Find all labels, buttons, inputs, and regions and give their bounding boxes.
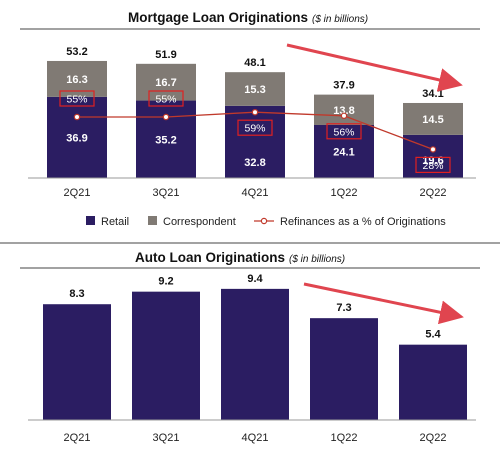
total-label: 34.1 <box>422 88 443 100</box>
refinance-pct-label: 59% <box>244 123 265 135</box>
auto-plot-area: 8.3 2Q21 9.2 3Q21 9.4 4Q21 7.3 1Q22 5.4 2Q22 <box>43 273 467 444</box>
legend-retail-swatch <box>86 216 95 225</box>
legend-refinance-marker <box>260 217 268 225</box>
mortgage-chart-unit: ($ in billions) <box>312 14 368 25</box>
refinance-pct-label: 55% <box>155 94 176 106</box>
x-tick-label: 3Q21 <box>153 187 180 199</box>
refinance-highlight-box <box>148 90 184 107</box>
legend-correspondent-label: Correspondent <box>163 216 236 228</box>
retail-value-label: 19.6 <box>422 155 443 167</box>
retail-bar <box>136 100 196 178</box>
x-tick-label: 1Q22 <box>331 432 358 444</box>
auto-chart-title: Auto Loan Originations <box>135 250 285 265</box>
trend-arrow-icon <box>303 282 464 325</box>
x-tick-label: 2Q21 <box>64 432 91 444</box>
refinance-marker <box>162 113 170 121</box>
refinance-pct-label: 28% <box>422 160 443 172</box>
correspondent-bar <box>314 94 374 125</box>
refinance-pct-label: 55% <box>66 94 87 106</box>
retail-value-label: 36.9 <box>66 132 87 144</box>
legend-refinance-label: Refinances as a % of Originations <box>280 216 446 228</box>
refinance-highlight-box <box>415 156 451 173</box>
x-tick-label: 3Q21 <box>153 432 180 444</box>
x-tick-label: 2Q21 <box>64 187 91 199</box>
auto-bar <box>132 291 200 420</box>
retail-value-label: 35.2 <box>155 134 176 146</box>
total-label: 37.9 <box>333 80 354 92</box>
auto-chart-unit: ($ in billions) <box>289 254 345 265</box>
total-label: 53.2 <box>66 46 87 58</box>
retail-bar <box>225 105 285 178</box>
total-label: 51.9 <box>155 49 176 61</box>
correspondent-value-label: 16.7 <box>155 77 176 89</box>
legend-retail-label: Retail <box>101 216 129 228</box>
auto-value-label: 5.4 <box>425 329 441 341</box>
refinance-pct-label: 56% <box>333 126 354 138</box>
correspondent-value-label: 15.3 <box>244 84 265 96</box>
x-tick-label: 1Q22 <box>331 187 358 199</box>
refinance-marker <box>251 108 259 116</box>
auto-bar <box>399 344 467 420</box>
trend-arrow-icon <box>286 43 463 92</box>
refinance-marker <box>73 113 81 121</box>
retail-value-label: 32.8 <box>244 157 265 169</box>
x-tick-label: 2Q22 <box>420 432 447 444</box>
x-tick-label: 4Q21 <box>242 432 269 444</box>
mortgage-chart-title: Mortgage Loan Originations <box>128 10 308 25</box>
refinance-highlight-box <box>59 90 95 107</box>
retail-bar <box>47 96 107 178</box>
mortgage-legend: Retail Correspondent Refinances as a % o… <box>86 216 446 228</box>
correspondent-value-label: 16.3 <box>66 74 87 86</box>
auto-value-label: 9.4 <box>247 273 263 285</box>
retail-value-label: 24.1 <box>333 146 354 158</box>
refinance-highlight-box <box>326 123 362 140</box>
refinance-highlight-box <box>237 119 273 136</box>
auto-value-label: 8.3 <box>69 288 84 300</box>
refinance-marker <box>340 112 348 120</box>
correspondent-value-label: 13.8 <box>333 105 354 117</box>
auto-bar <box>310 318 378 420</box>
mortgage-plot-area: 53.2 16.3 36.9 2Q21 51.9 16.7 35.2 3Q21 48.1 15.3… <box>47 43 463 199</box>
x-tick-label: 4Q21 <box>242 187 269 199</box>
auto-value-label: 7.3 <box>336 302 351 314</box>
auto-value-label: 9.2 <box>158 276 173 288</box>
retail-bar <box>314 124 374 178</box>
legend-correspondent-swatch <box>148 216 157 225</box>
correspondent-bar <box>136 63 196 101</box>
auto-bar <box>221 288 289 420</box>
total-label: 48.1 <box>244 57 265 69</box>
refinance-marker <box>429 146 437 153</box>
correspondent-bar <box>225 72 285 106</box>
x-tick-label: 2Q22 <box>420 187 447 199</box>
correspondent-bar <box>403 102 463 135</box>
correspondent-value-label: 14.5 <box>422 114 443 126</box>
auto-bar <box>43 304 111 420</box>
